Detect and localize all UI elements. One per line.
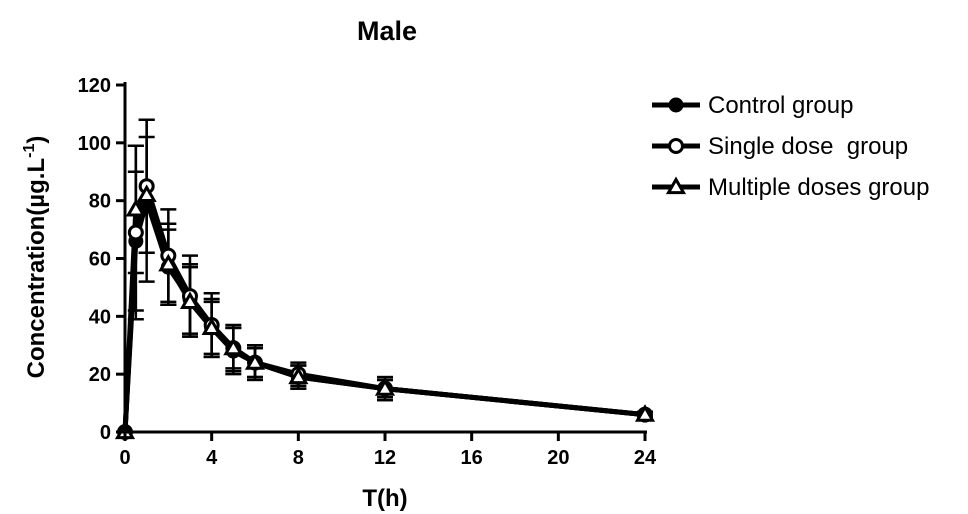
legend-label-2: Multiple doses group <box>708 174 929 201</box>
legend-entry-0: Control group <box>652 92 853 119</box>
legend-label-0: Control group <box>708 92 853 119</box>
marker-s2-p8 <box>288 366 309 385</box>
y-tick-label-0: 0 <box>100 422 111 444</box>
legend-marker-1 <box>668 138 684 154</box>
marker-s2-p10 <box>634 404 656 422</box>
x-ticks: 0 4 8 12 16 20 24 <box>119 432 657 469</box>
x-tick-label-5: 20 <box>547 447 569 469</box>
legend-marker-0 <box>668 97 684 113</box>
x-tick-label-1: 4 <box>206 447 218 469</box>
y-ticks: 0 20 40 60 80 100 120 <box>78 75 125 444</box>
marker-s2-p3 <box>158 253 179 272</box>
series-markers <box>114 178 656 440</box>
y-tick-label-4: 80 <box>89 191 111 213</box>
y-tick-label-3: 60 <box>89 249 111 271</box>
chart-title: Male <box>357 16 417 46</box>
marker-s2-p5 <box>201 317 222 336</box>
marker-s2-p7 <box>244 352 266 370</box>
marker-s2-p4 <box>179 291 201 309</box>
y-tick-label-1: 20 <box>89 364 111 386</box>
legend-entry-1: Single dose group <box>652 133 908 160</box>
y-tick-label-5: 100 <box>78 133 111 155</box>
legend-entry-2: Multiple doses group <box>652 174 929 201</box>
y-tick-label-2: 40 <box>89 306 111 328</box>
x-tick-label-4: 16 <box>461 447 483 469</box>
x-tick-label-6: 24 <box>634 447 657 469</box>
x-tick-label-0: 0 <box>119 447 130 469</box>
x-tick-label-3: 12 <box>374 447 396 469</box>
marker-s2-p1 <box>125 198 146 217</box>
marker-s1-p1 <box>127 224 144 241</box>
y-tick-label-6: 120 <box>78 75 111 97</box>
y-axis-title-sup: -1 <box>21 144 38 158</box>
legend: Control group Single dose group Multiple d… <box>652 92 929 201</box>
marker-s2-p9 <box>374 378 396 396</box>
marker-s2-p6 <box>223 337 244 356</box>
y-axis-title-close: ) <box>23 136 50 144</box>
x-axis-title: T(h) <box>362 485 407 512</box>
legend-label-1: Single dose group <box>708 133 908 160</box>
x-tick-label-2: 8 <box>293 447 304 469</box>
legend-marker-2 <box>665 176 687 195</box>
y-axis-title: Concentration(µg.L-1) <box>21 136 50 379</box>
y-axis-title-main: Concentration(µg.L <box>23 158 50 378</box>
marker-s2-p2 <box>136 184 157 203</box>
error-bars <box>127 118 653 419</box>
